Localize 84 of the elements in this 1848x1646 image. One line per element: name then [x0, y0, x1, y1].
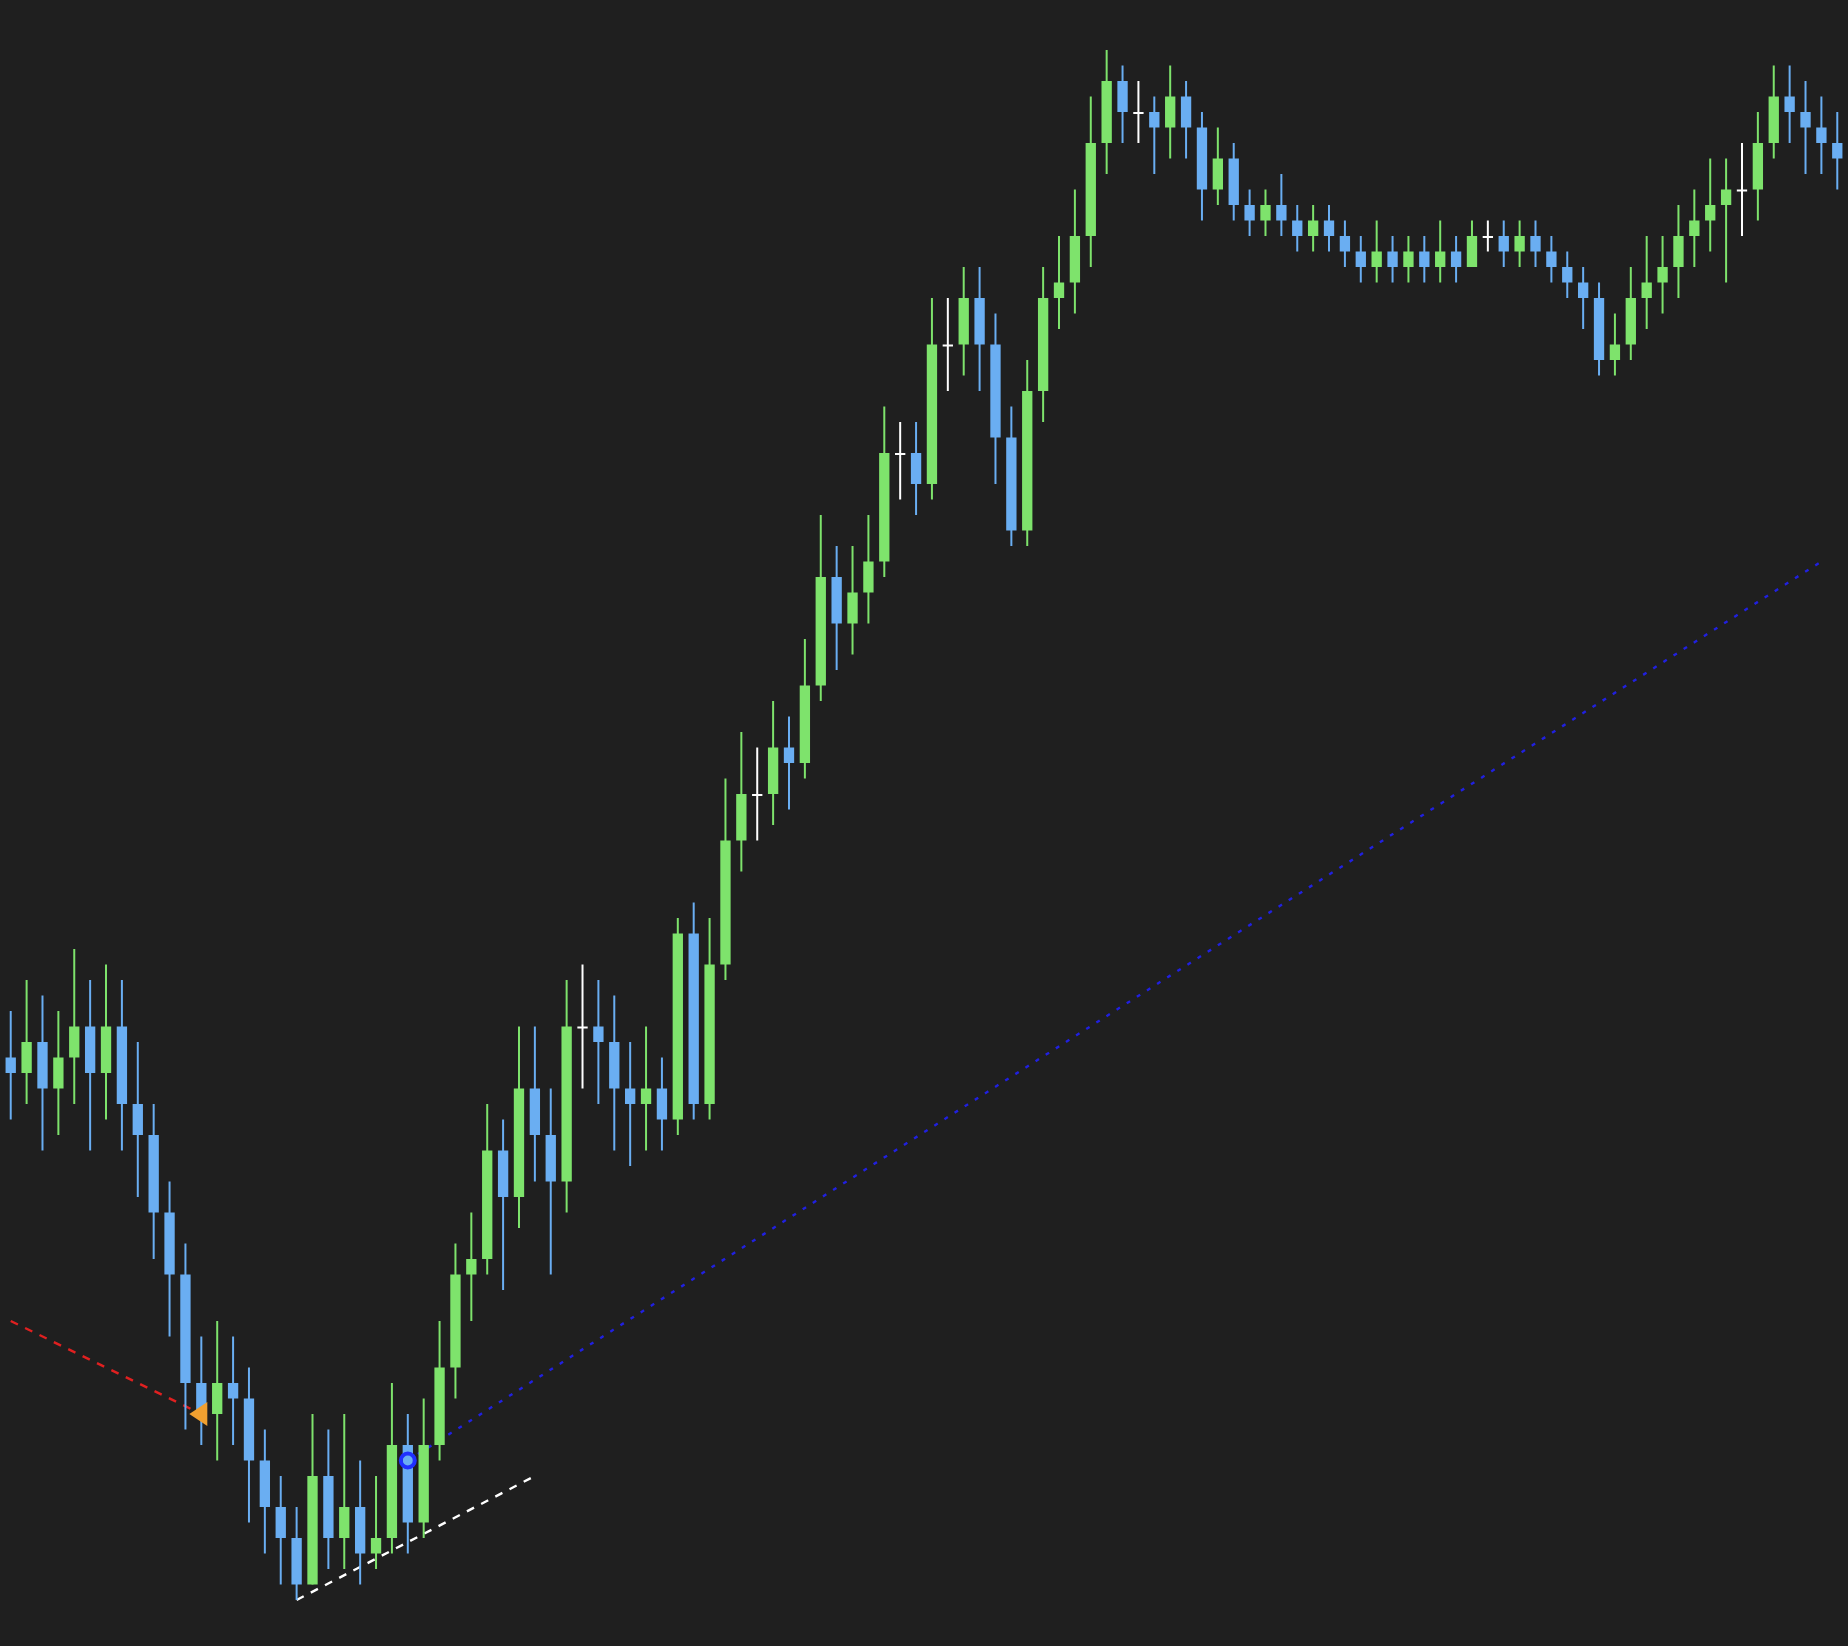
candlestick	[1149, 95, 1160, 175]
candlestick	[1530, 219, 1541, 268]
candlestick	[69, 948, 80, 1105]
candlestick	[1435, 219, 1446, 284]
candlestick	[1641, 235, 1652, 330]
candlestick	[609, 994, 620, 1152]
candlestick	[1276, 173, 1287, 237]
candlestick	[1562, 250, 1573, 299]
candlestick	[212, 1320, 223, 1462]
candlestick	[1307, 204, 1319, 253]
candlestick	[1657, 235, 1668, 315]
candlestick	[354, 1459, 366, 1586]
candlestick	[291, 1506, 302, 1601]
candlestick	[1546, 235, 1557, 284]
candlestick	[1673, 204, 1684, 299]
candlestick	[1816, 95, 1827, 175]
candlestick	[1292, 204, 1303, 253]
candlestick	[1720, 157, 1732, 284]
candlestick	[736, 731, 747, 873]
candlestick	[227, 1335, 239, 1446]
candlestick	[1689, 188, 1700, 268]
candlestick	[847, 545, 858, 656]
candlestick	[783, 715, 795, 811]
candlestick	[275, 1475, 286, 1586]
candlestick	[577, 963, 588, 1090]
candlestick	[1577, 266, 1589, 330]
candlestick	[958, 266, 969, 377]
candlestick	[1053, 235, 1065, 330]
candlestick	[1371, 219, 1382, 284]
candlestick	[5, 1010, 16, 1121]
candlestick	[1180, 80, 1192, 160]
candlestick	[1212, 126, 1223, 206]
candlestick	[1117, 64, 1128, 144]
candlestick	[974, 266, 985, 392]
candlestick	[942, 297, 953, 392]
candlestick	[1768, 64, 1779, 160]
candlestick	[1705, 157, 1716, 253]
candlestick	[1736, 142, 1748, 237]
candlestick	[640, 1025, 652, 1152]
candlestick	[1165, 64, 1176, 160]
candlestick	[1800, 80, 1811, 175]
candlestick	[863, 514, 874, 625]
candlestick	[1419, 235, 1430, 284]
candlestick	[497, 1118, 509, 1291]
candlestick	[1832, 111, 1843, 191]
candlestick	[1514, 219, 1525, 268]
candlestick	[1244, 188, 1255, 237]
candlestick	[1450, 235, 1462, 284]
candlestick	[370, 1475, 382, 1570]
candlestick	[37, 994, 48, 1152]
candlestick	[339, 1413, 350, 1570]
candlestick	[656, 1056, 668, 1152]
candlestick	[1133, 80, 1144, 144]
candlestick	[1355, 235, 1366, 284]
candlestick	[1752, 111, 1764, 222]
candlestick	[752, 746, 763, 842]
candlestick	[53, 1010, 64, 1136]
candlestick	[545, 1087, 556, 1276]
candlestick	[910, 421, 922, 516]
candlestick	[1609, 312, 1621, 377]
candlestick	[625, 1041, 636, 1167]
candlestick	[1482, 219, 1494, 253]
candlestick	[1069, 188, 1081, 315]
candlestick	[84, 979, 96, 1152]
candlestick	[1228, 142, 1239, 222]
candlestick	[767, 700, 779, 826]
candlestick	[132, 1041, 143, 1198]
candlestick	[259, 1428, 271, 1555]
candlestick	[1260, 188, 1271, 237]
candlestick	[895, 421, 906, 501]
candlestick	[831, 545, 842, 671]
candlestick	[1784, 64, 1795, 144]
candlestick	[593, 979, 604, 1105]
candlestick	[529, 1025, 541, 1183]
candlestick	[1403, 235, 1414, 284]
candlestick	[21, 979, 32, 1105]
candlestick	[100, 963, 112, 1121]
candlestick	[1387, 235, 1398, 284]
candlestick	[1625, 266, 1636, 361]
candlestick	[1339, 219, 1351, 268]
candlestick	[1498, 219, 1509, 268]
candlestick	[1466, 219, 1478, 268]
candlestick	[466, 1211, 477, 1322]
candlestick	[1323, 204, 1335, 253]
